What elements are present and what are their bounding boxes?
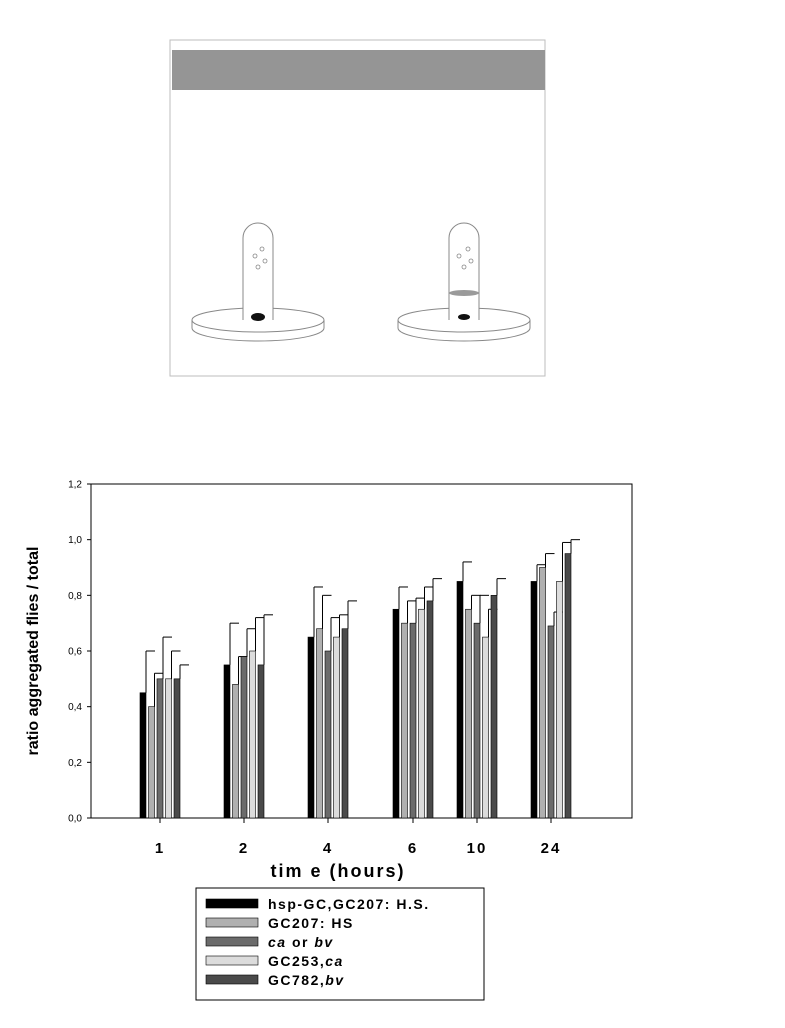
y-tick-label: 0,6 — [68, 647, 82, 658]
bar — [257, 664, 265, 819]
bar — [465, 608, 472, 819]
legend: hsp-GC,GC207: H.S. GC207: HS ca or bv GC253… — [195, 887, 485, 1001]
x-axis-label: tim e (hours) — [270, 861, 405, 881]
bar — [473, 622, 481, 819]
fly-icon — [468, 258, 474, 264]
legend-swatch — [205, 917, 259, 928]
bar — [223, 664, 231, 819]
bar — [409, 622, 417, 819]
bars — [139, 539, 580, 819]
x-tick-label: 10 — [467, 840, 488, 857]
barrier-disc — [449, 290, 479, 296]
bar — [307, 636, 315, 819]
bar — [392, 608, 400, 819]
fly-icon — [255, 264, 261, 270]
x-tick-label: 2 — [239, 840, 249, 857]
illustration-panel — [169, 39, 546, 377]
x-tick-label: 4 — [323, 840, 333, 857]
bar — [165, 678, 172, 819]
y-tick-label: 0,2 — [68, 758, 82, 769]
tube-right — [397, 222, 531, 342]
bar — [547, 625, 555, 819]
bar — [324, 650, 332, 819]
fly-cluster-right — [458, 314, 470, 320]
legend-swatch — [205, 936, 259, 947]
bar — [316, 628, 323, 819]
y-tick-label: 0,4 — [68, 702, 82, 713]
fly-icon — [252, 253, 258, 259]
legend-swatch — [205, 974, 259, 985]
bar — [240, 656, 248, 819]
fly-icon — [461, 264, 467, 270]
y-tick-label: 0,0 — [68, 814, 82, 825]
bar — [456, 581, 464, 819]
legend-label: GC207: HS — [268, 915, 354, 931]
x-tick-label: 24 — [541, 840, 562, 857]
tube-left-glass — [242, 222, 274, 320]
legend-swatch — [205, 955, 259, 966]
bar — [333, 636, 340, 819]
legend-label: ca or bv — [268, 934, 334, 950]
bar — [482, 636, 489, 819]
y-axis-label: ratio aggregated flies / total — [25, 547, 42, 756]
legend-label: GC782,bv — [268, 972, 345, 988]
legend-label: hsp-GC,GC207: H.S. — [268, 896, 430, 912]
legend-label: GC253,ca — [268, 953, 344, 969]
fly-icon — [456, 253, 462, 259]
bar — [139, 692, 147, 819]
fly-icon — [465, 246, 471, 252]
x-axis: 1 2 4 6 10 24 — [155, 818, 562, 857]
bar — [156, 678, 164, 819]
bar — [426, 600, 434, 819]
y-tick-label: 1,0 — [68, 535, 82, 546]
fly-cluster-left — [251, 313, 265, 321]
bar — [564, 553, 572, 819]
bar — [530, 581, 538, 819]
tube-right-glass — [448, 222, 480, 320]
bar — [401, 622, 408, 819]
y-tick-label: 1,2 — [68, 480, 82, 491]
bar — [539, 567, 546, 819]
bar — [173, 678, 181, 819]
x-tick-label: 1 — [155, 840, 165, 857]
bar — [148, 706, 155, 819]
legend-swatch — [205, 898, 259, 909]
y-axis: 0,0 0,2 0,4 0,6 0,8 1,0 1,2 — [68, 480, 91, 825]
bar — [556, 581, 563, 819]
bar — [490, 595, 498, 819]
bar — [232, 684, 239, 819]
tube-left — [191, 222, 325, 342]
x-tick-label: 6 — [408, 840, 418, 857]
bar — [418, 608, 425, 819]
bar-chart: 0,00,20,40,60,81,01,2 1 2 4 6 10 24 ratio agg… — [25, 480, 633, 881]
bar — [341, 628, 349, 819]
light-bar — [172, 50, 545, 90]
bar — [249, 650, 256, 819]
fly-icon — [259, 246, 265, 252]
y-tick-label: 0,8 — [68, 591, 82, 602]
fly-icon — [262, 258, 268, 264]
